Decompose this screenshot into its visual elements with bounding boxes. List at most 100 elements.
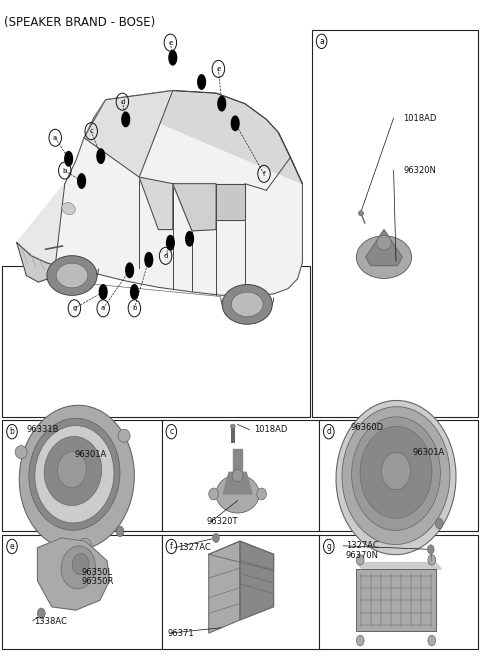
Text: 96371: 96371 <box>168 628 194 638</box>
Text: g: g <box>72 305 77 312</box>
Ellipse shape <box>382 452 410 490</box>
Ellipse shape <box>218 96 226 111</box>
Bar <box>2 420 162 531</box>
Polygon shape <box>84 91 173 177</box>
Text: 96360D: 96360D <box>350 423 384 432</box>
Ellipse shape <box>186 232 193 246</box>
Text: d: d <box>163 253 168 259</box>
Ellipse shape <box>209 488 218 500</box>
Text: a: a <box>53 134 57 141</box>
Text: 96301A: 96301A <box>413 448 445 457</box>
Ellipse shape <box>231 292 263 317</box>
Bar <box>319 420 478 531</box>
Text: 96320N: 96320N <box>403 166 436 175</box>
Ellipse shape <box>118 429 130 442</box>
Ellipse shape <box>35 426 114 523</box>
Ellipse shape <box>58 451 86 488</box>
Text: f: f <box>263 171 265 177</box>
Text: 1018AD: 1018AD <box>403 113 437 123</box>
Circle shape <box>213 533 219 543</box>
Text: g: g <box>326 542 331 551</box>
Ellipse shape <box>126 263 133 277</box>
Ellipse shape <box>44 436 102 506</box>
Text: 1018AD: 1018AD <box>254 425 288 434</box>
Polygon shape <box>233 449 242 472</box>
Text: b: b <box>10 427 14 436</box>
Circle shape <box>37 608 45 619</box>
Ellipse shape <box>62 203 75 215</box>
Text: b: b <box>62 167 67 174</box>
Text: 96350R: 96350R <box>82 577 114 586</box>
Circle shape <box>435 518 443 529</box>
Ellipse shape <box>232 470 243 482</box>
Text: 96320T: 96320T <box>206 517 238 526</box>
Ellipse shape <box>122 112 130 127</box>
Circle shape <box>428 554 435 565</box>
Text: c: c <box>169 427 173 436</box>
Circle shape <box>356 554 364 565</box>
Text: e: e <box>216 66 220 72</box>
Ellipse shape <box>65 152 72 166</box>
Ellipse shape <box>99 285 107 299</box>
Ellipse shape <box>61 546 96 589</box>
Ellipse shape <box>29 419 120 530</box>
Ellipse shape <box>56 263 88 288</box>
Ellipse shape <box>198 75 205 89</box>
Ellipse shape <box>15 445 27 459</box>
Polygon shape <box>173 184 216 231</box>
Text: 96331B: 96331B <box>26 425 59 434</box>
Ellipse shape <box>145 253 153 267</box>
Ellipse shape <box>231 116 239 131</box>
Text: 1327AC: 1327AC <box>178 543 210 552</box>
Bar <box>231 426 235 443</box>
Ellipse shape <box>97 149 105 163</box>
Ellipse shape <box>257 488 266 500</box>
Ellipse shape <box>216 475 259 513</box>
Polygon shape <box>139 177 173 230</box>
Polygon shape <box>240 541 274 620</box>
Polygon shape <box>223 472 252 494</box>
Circle shape <box>428 635 435 646</box>
Text: e: e <box>10 542 14 551</box>
Ellipse shape <box>72 554 89 575</box>
Polygon shape <box>366 230 402 266</box>
Circle shape <box>356 635 364 646</box>
Ellipse shape <box>336 400 456 555</box>
Ellipse shape <box>356 236 412 278</box>
Polygon shape <box>106 91 302 184</box>
Text: f: f <box>170 542 173 551</box>
Ellipse shape <box>359 211 363 216</box>
Bar <box>356 569 436 631</box>
Text: c: c <box>89 128 93 134</box>
Ellipse shape <box>169 51 177 65</box>
Text: 96370N: 96370N <box>346 551 379 560</box>
Polygon shape <box>17 243 55 282</box>
Ellipse shape <box>230 424 235 429</box>
Bar <box>162 420 319 531</box>
Text: a: a <box>319 37 324 46</box>
Text: e: e <box>168 39 172 46</box>
Polygon shape <box>216 184 245 220</box>
Text: 96350L: 96350L <box>82 567 113 577</box>
Text: 1338AC: 1338AC <box>34 617 66 626</box>
Ellipse shape <box>377 236 391 250</box>
Text: a: a <box>101 305 105 312</box>
Ellipse shape <box>47 256 97 295</box>
Ellipse shape <box>19 405 134 550</box>
Ellipse shape <box>79 538 91 551</box>
Circle shape <box>116 526 124 537</box>
Polygon shape <box>209 541 240 633</box>
Bar <box>312 30 478 417</box>
Polygon shape <box>17 91 302 297</box>
Polygon shape <box>37 538 109 610</box>
Ellipse shape <box>222 285 272 324</box>
Bar <box>356 569 436 631</box>
Text: d: d <box>120 98 125 105</box>
Bar <box>319 535 478 649</box>
Text: 1327AC: 1327AC <box>346 541 378 550</box>
Text: d: d <box>326 427 331 436</box>
Bar <box>2 535 162 649</box>
Text: (SPEAKER BRAND - BOSE): (SPEAKER BRAND - BOSE) <box>4 16 155 30</box>
Bar <box>2 266 310 417</box>
Text: 96301A: 96301A <box>74 450 107 459</box>
